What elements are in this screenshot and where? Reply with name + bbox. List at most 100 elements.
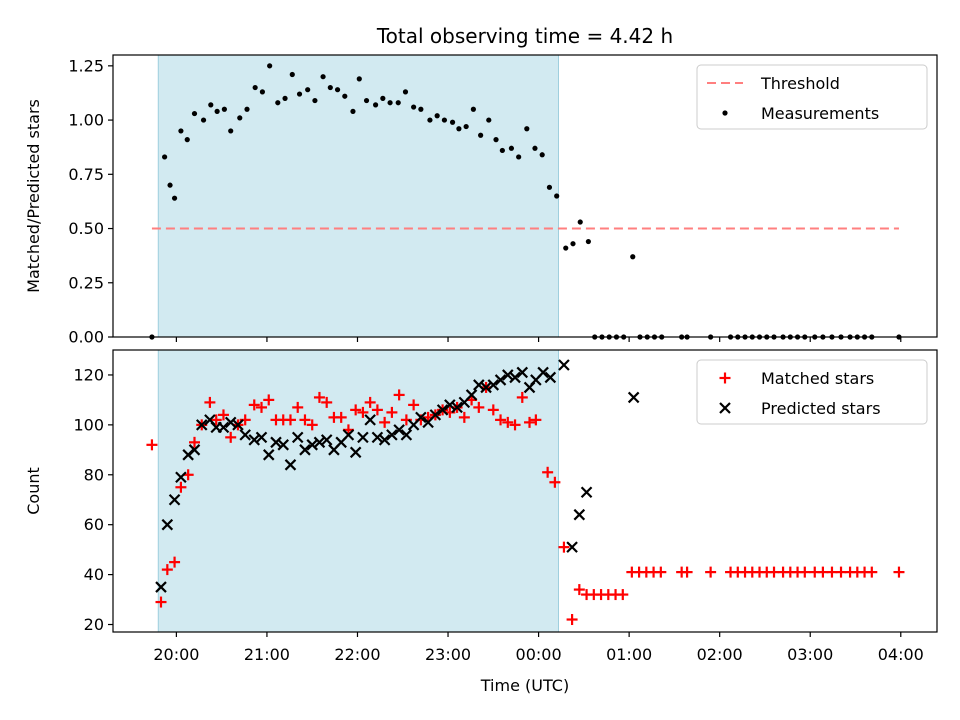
- data-point: [563, 245, 569, 251]
- data-point: [402, 89, 409, 95]
- observing-window-shade: [158, 350, 559, 632]
- data-point: [400, 429, 413, 441]
- data-point: [356, 76, 362, 82]
- data-point: [284, 459, 297, 471]
- data-point: [558, 359, 570, 371]
- data-point: [334, 87, 341, 93]
- data-point: [463, 123, 469, 130]
- legend-box: [696, 64, 928, 130]
- data-point: [267, 63, 273, 69]
- data-point: [508, 145, 515, 151]
- y-tick-label: 80: [84, 465, 104, 484]
- data-point: [306, 439, 318, 451]
- data-point: [312, 97, 318, 104]
- data-point: [305, 87, 311, 93]
- data-point: [480, 381, 492, 394]
- data-point: [799, 566, 811, 578]
- data-point: [386, 406, 398, 418]
- data-point: [320, 434, 333, 446]
- data-point: [705, 566, 717, 578]
- legend-marker: [719, 402, 731, 414]
- data-point: [387, 100, 393, 106]
- data-point: [516, 154, 522, 160]
- data-point: [256, 401, 268, 413]
- data-point: [204, 396, 216, 408]
- data-point: [313, 391, 325, 403]
- legend-marker: [719, 372, 731, 384]
- data-point: [487, 404, 499, 416]
- data-point: [558, 541, 570, 553]
- y-tick-label: 0.25: [68, 273, 104, 292]
- legend: Threshold Measurements: [696, 64, 928, 130]
- x-tick-label: 00:00: [516, 645, 562, 664]
- data-point: [168, 493, 181, 506]
- data-point: [371, 404, 383, 416]
- y-tick-label: 20: [84, 615, 104, 634]
- data-point: [320, 74, 326, 80]
- data-point: [146, 439, 158, 451]
- y-tick-label: 100: [73, 415, 104, 434]
- data-point: [393, 389, 405, 401]
- data-point: [296, 91, 303, 97]
- data-point: [221, 106, 227, 112]
- y-tick-label: 60: [84, 515, 104, 534]
- legend-entry: Threshold: [760, 74, 840, 93]
- data-point: [470, 106, 476, 112]
- data-point: [248, 434, 261, 446]
- data-point: [487, 379, 500, 391]
- data-point: [364, 396, 376, 408]
- data-point: [441, 117, 448, 123]
- data-point: [262, 449, 275, 461]
- data-point: [580, 486, 593, 499]
- data-point: [155, 581, 167, 593]
- data-point: [239, 429, 251, 441]
- x-tick-label: 21:00: [244, 645, 290, 664]
- data-point: [313, 436, 326, 449]
- data-point: [478, 132, 484, 138]
- data-point: [188, 444, 201, 456]
- data-point: [544, 371, 557, 384]
- data-point: [434, 113, 440, 119]
- data-point: [175, 481, 187, 493]
- data-point: [178, 128, 184, 134]
- data-point: [162, 154, 168, 160]
- data-point: [411, 104, 417, 110]
- legend-entry: Matched stars: [761, 369, 874, 388]
- data-point: [292, 401, 304, 413]
- data-point: [277, 439, 290, 451]
- data-point: [502, 369, 514, 381]
- data-point: [335, 411, 347, 423]
- chart-title: Total observing time = 4.42 h: [376, 24, 673, 48]
- data-point: [630, 254, 636, 260]
- data-point: [259, 89, 266, 95]
- data-point: [570, 241, 576, 247]
- y-tick-label: 1.25: [68, 56, 104, 75]
- data-point: [449, 119, 456, 125]
- data-point: [321, 396, 333, 408]
- data-point: [585, 238, 591, 245]
- data-point: [195, 419, 208, 431]
- y-tick-label: 40: [84, 565, 104, 584]
- x-tick-label: 01:00: [606, 645, 652, 664]
- data-point: [184, 137, 190, 143]
- legend-marker: [722, 110, 728, 116]
- data-point: [380, 95, 386, 101]
- data-point: [516, 391, 528, 403]
- data-point: [866, 566, 878, 578]
- plot-frame: [112, 349, 938, 633]
- data-point: [893, 566, 905, 578]
- data-point: [542, 466, 554, 478]
- data-point: [191, 110, 198, 117]
- data-point: [342, 429, 355, 441]
- data-point: [363, 97, 370, 104]
- data-point: [210, 414, 222, 426]
- y-axis-label: Count: [24, 467, 43, 515]
- data-point: [617, 589, 629, 601]
- legend-entry: Measurements: [761, 104, 879, 123]
- data-point: [291, 431, 304, 444]
- data-point: [549, 476, 561, 488]
- data-point: [566, 541, 578, 553]
- data-point: [408, 399, 420, 411]
- data-point: [554, 193, 560, 199]
- data-point: [395, 100, 401, 106]
